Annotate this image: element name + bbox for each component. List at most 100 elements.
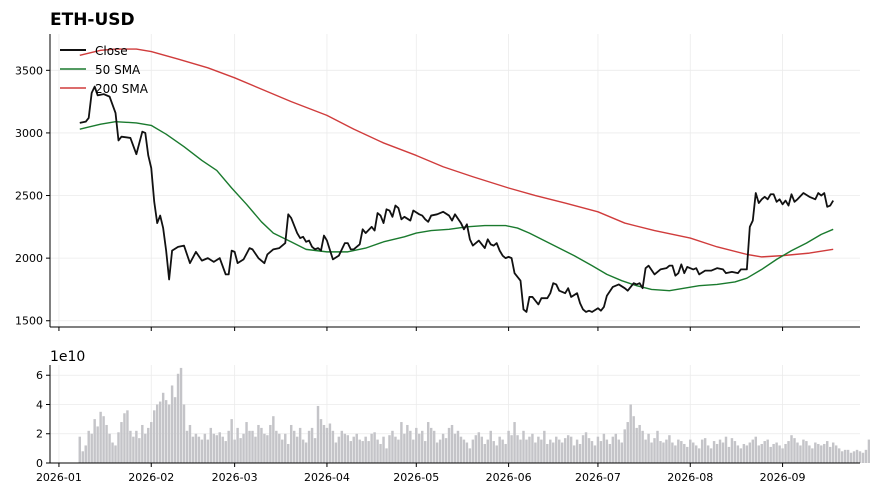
volume-bar [313,438,317,463]
volume-bar [153,410,156,463]
volume-bar [254,436,257,463]
volume-bar [602,433,606,463]
volume-bar [111,442,114,463]
volume-bar [227,430,230,463]
volume-bar [334,442,338,463]
volume-bar [328,423,332,463]
volume-bar [415,427,418,463]
volume-x-tick-label: 2026-08 [667,471,713,484]
volume-bar [170,385,174,463]
volume-y-tick-label: 6 [36,369,43,382]
volume-bar [757,445,760,463]
volume-bar [712,441,716,463]
volume-bar [346,435,350,463]
volume-bar [587,438,591,463]
legend-label-sma200: 200 SMA [95,82,149,96]
volume-bar [808,445,811,463]
volume-bar [540,439,543,463]
volume-bar [867,439,870,463]
volume-bar [361,441,364,463]
volume-bar [194,433,198,463]
volume-bar [397,439,400,463]
volume-bar [275,430,278,463]
volume-bar [635,427,638,463]
volume-bar [108,433,111,463]
volume-bar [834,445,838,463]
volume-bar [593,445,597,463]
volume-bar [668,435,671,463]
volume-bar [689,439,692,463]
volume-bar [257,424,260,463]
volume-bar [596,436,600,463]
volume-bar [831,442,835,463]
volume-bar [572,445,576,463]
volume-bar [462,439,466,463]
volume-bar [301,439,305,463]
volume-bar [480,436,484,463]
volume-bar [90,433,93,463]
volume-bar [164,400,168,463]
volume-bar [248,430,251,463]
volume-bar [144,433,147,463]
price-axes [49,34,860,328]
volume-bar [432,430,436,463]
volume-bar [638,424,641,463]
volume-bar [739,448,743,463]
volume-bar [858,451,862,463]
volume-bar [849,452,853,463]
volume-bar [715,443,719,463]
volume-bar [706,445,710,463]
volume-bar [358,439,361,463]
volume-bar [754,436,757,463]
volume-bar [203,433,207,463]
volume-bar [662,442,665,463]
volume-bar [295,436,299,463]
volume-bar [504,443,507,463]
volume-bar [263,433,266,463]
volume-bar [507,430,510,463]
volume-bar [843,449,847,463]
volume-bar [230,419,233,463]
volume-bar [298,427,302,463]
volume-bar [423,441,427,463]
volume-bar [629,404,632,463]
volume-bar [694,445,698,463]
volume-bar [703,438,707,463]
volume-x-tick-label: 2026-06 [486,471,532,484]
volume-bar [620,442,623,463]
volume-axes [49,365,860,464]
volume-bar [659,441,662,463]
volume-bar [644,439,647,463]
volume-bar [409,430,412,463]
legend-entry-close: Close [60,44,128,58]
volume-x-tick-label: 2026-09 [760,471,806,484]
volume-bar [537,436,540,463]
volume-bar [212,433,216,463]
volume-bar [182,404,186,463]
volume-bar [343,433,347,463]
chart-title: ETH-USD [50,10,135,30]
volume-bar [552,442,555,463]
volume-bar [322,424,326,463]
volume-bar [349,441,352,463]
volume-bar [766,439,769,463]
volume-bar [775,442,778,463]
volume-bar [671,442,674,463]
volume-x-tick-label: 2026-03 [212,471,258,484]
volume-bar [501,439,504,463]
volume-bar [114,445,117,463]
volume-bar [260,427,263,463]
volume-bar [224,441,227,463]
volume-bar [575,439,579,463]
chart-legend: Close 50 SMA 200 SMA [60,44,149,96]
volume-x-tick-label: 2026-05 [393,471,439,484]
volume-bar [141,424,144,463]
price-y-tick-label: 2000 [15,252,43,265]
volume-bar [245,422,248,463]
volume-bar [289,424,293,463]
volume-bar [784,443,787,463]
volume-bar [370,433,373,463]
volume-bar [736,445,740,463]
volume-bar [781,448,784,463]
volume-bar [209,427,213,463]
